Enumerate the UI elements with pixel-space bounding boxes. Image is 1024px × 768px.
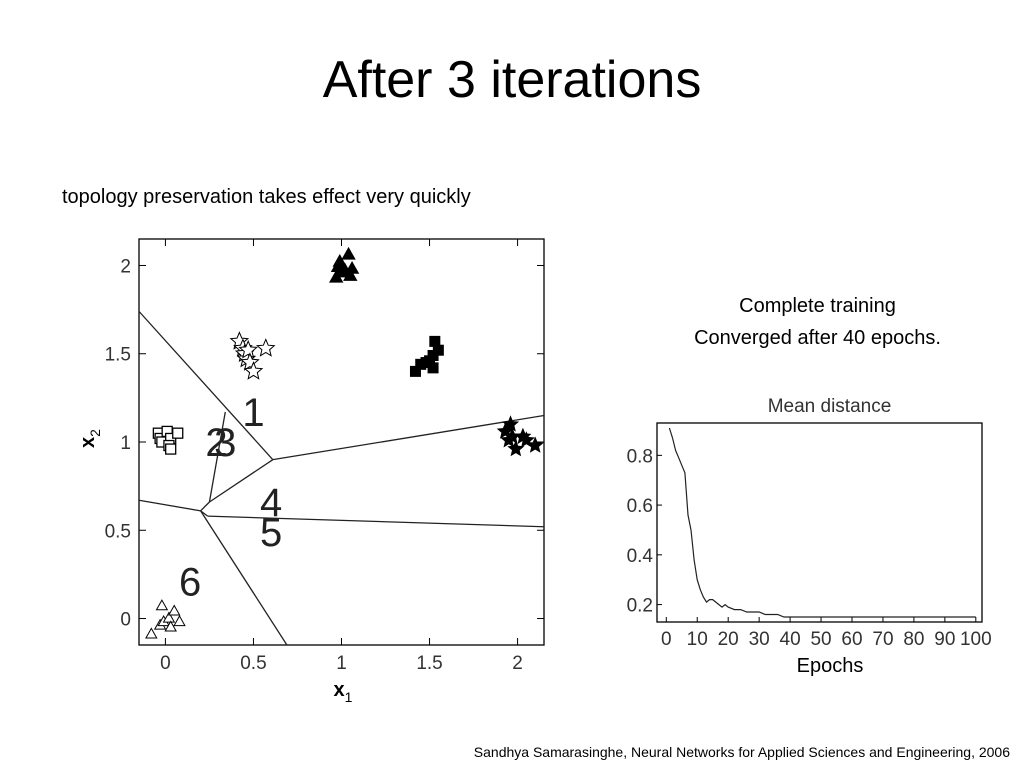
data-point-filled-star bbox=[502, 415, 520, 432]
line-chart-title: Mean distance bbox=[768, 396, 892, 417]
data-point-open-star bbox=[238, 339, 258, 359]
data-point-open-star bbox=[243, 361, 264, 380]
decision-boundary bbox=[138, 499, 201, 512]
data-point-open-triangle bbox=[173, 615, 186, 627]
data-point-open-triangle bbox=[167, 604, 181, 616]
x-tick-label: 60 bbox=[841, 629, 862, 650]
data-point-filled-star bbox=[517, 431, 535, 448]
y-tick-label: 0.8 bbox=[627, 446, 653, 467]
x-tick-label: 0 bbox=[661, 629, 672, 650]
y-tick-label: 1.5 bbox=[105, 345, 131, 366]
x-tick-label: 20 bbox=[718, 629, 739, 650]
line-chart-frame bbox=[656, 422, 983, 623]
y-tick-label: 0.5 bbox=[105, 521, 131, 542]
neuron-label: 3 bbox=[214, 421, 236, 465]
mean-distance-series-line bbox=[668, 427, 976, 618]
y-tick-label: 1 bbox=[120, 433, 131, 454]
training-note-line-2: Converged after 40 epochs. bbox=[694, 327, 941, 349]
data-point-filled-triangle bbox=[332, 253, 347, 267]
x-tick-label: 50 bbox=[810, 629, 831, 650]
data-point-open-triangle bbox=[162, 611, 176, 623]
training-note: Complete training Converged after 40 epo… bbox=[660, 290, 975, 354]
data-point-filled-triangle bbox=[344, 261, 360, 274]
y-tick-label: 2 bbox=[120, 256, 131, 277]
x-tick-label: 1.5 bbox=[416, 653, 442, 674]
x-tick-label: 90 bbox=[934, 629, 955, 650]
decision-boundary bbox=[209, 459, 274, 503]
y-axis-label: x2 bbox=[77, 429, 103, 448]
data-point-filled-triangle bbox=[343, 268, 358, 281]
data-point-open-triangle bbox=[155, 599, 169, 611]
data-point-filled-square bbox=[432, 344, 444, 356]
y-tick-label: 0.4 bbox=[627, 546, 654, 567]
data-point-filled-triangle bbox=[341, 246, 356, 260]
x-axis-label: x1 bbox=[334, 679, 353, 705]
data-point-open-square bbox=[165, 443, 177, 455]
data-point-open-triangle bbox=[145, 627, 158, 639]
data-point-filled-star bbox=[507, 440, 525, 457]
x-tick-label: 1 bbox=[336, 653, 347, 674]
decision-boundary bbox=[200, 501, 210, 512]
x-tick-label: 80 bbox=[903, 629, 924, 650]
y-tick-label: 0.6 bbox=[627, 496, 653, 517]
data-point-filled-square bbox=[427, 362, 439, 374]
data-point-filled-square bbox=[409, 365, 421, 377]
decision-boundary bbox=[138, 310, 274, 461]
x-axis-label: Epochs bbox=[797, 655, 864, 677]
x-tick-label: 30 bbox=[749, 629, 770, 650]
y-tick-label: 0 bbox=[120, 610, 131, 631]
decision-boundary bbox=[200, 510, 288, 646]
slide-subtitle: topology preservation takes effect very … bbox=[62, 186, 471, 208]
neuron-label: 6 bbox=[179, 560, 201, 604]
data-point-open-square bbox=[172, 427, 184, 439]
x-tick-label: 70 bbox=[872, 629, 893, 650]
citation: Sandhya Samarasinghe, Neural Networks fo… bbox=[473, 744, 1010, 760]
neuron-label: 1 bbox=[242, 391, 264, 435]
data-point-filled-star bbox=[503, 427, 521, 444]
decision-boundary bbox=[208, 411, 226, 503]
x-tick-label: 0 bbox=[160, 653, 171, 674]
x-tick-label: 100 bbox=[960, 629, 992, 650]
neuron-label: 4 bbox=[260, 481, 282, 525]
training-note-line-1: Complete training bbox=[739, 295, 896, 317]
decision-boundary bbox=[272, 414, 545, 461]
neuron-label: 5 bbox=[260, 511, 282, 555]
decision-boundary bbox=[207, 515, 545, 528]
data-point-filled-star bbox=[526, 436, 544, 453]
x-tick-label: 2 bbox=[512, 653, 523, 674]
data-point-open-star bbox=[255, 338, 276, 357]
x-tick-label: 40 bbox=[780, 629, 801, 650]
x-tick-label: 0.5 bbox=[240, 653, 266, 674]
slide-title: After 3 iterations bbox=[322, 51, 702, 109]
neuron-label: 2 bbox=[205, 421, 227, 465]
data-point-filled-square bbox=[429, 335, 441, 347]
y-tick-label: 0.2 bbox=[627, 596, 653, 617]
x-tick-label: 10 bbox=[687, 629, 708, 650]
mean-distance-chart: Mean distance 0 10 20 30 40 50 60 70 80 90 100 0.2 0.… bbox=[627, 396, 992, 677]
